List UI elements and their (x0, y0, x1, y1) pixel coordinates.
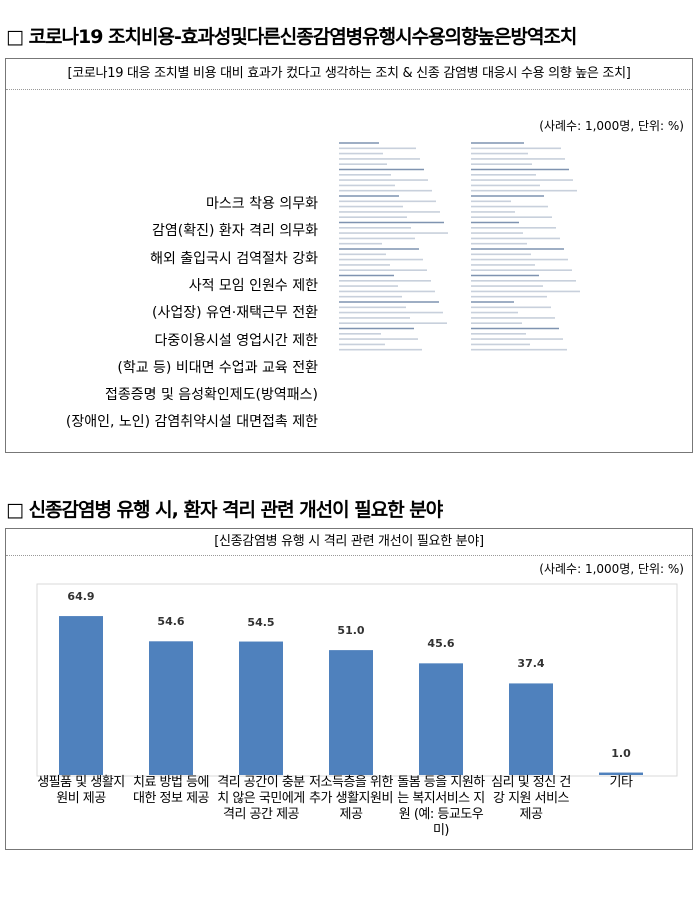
plot-area (36, 583, 678, 777)
value-label: 64.9 (67, 590, 95, 604)
box: [코로나19 대응 조치별 비용 대비 효과가 컸다고 생각하는 조치 & 신종… (5, 58, 693, 453)
illegible-chart (339, 142, 580, 351)
bar (149, 641, 193, 775)
item-label: 마스크 착용 의무화 (206, 196, 318, 212)
item-label: 해외 출입국시 검역절차 강화 (150, 250, 318, 267)
item-label: (사업장) 유연·재택근무 전환 (152, 305, 318, 322)
value-label: 51.0 (337, 624, 365, 638)
bar (509, 683, 553, 775)
value-label: 54.5 (247, 615, 275, 629)
bar (329, 650, 373, 775)
x-tick-label: 격리 공간이 충분치 않은 국민에게 격리 공간 제공 (217, 775, 305, 822)
x-tick-label: 저소득층을 위한 추가 생활지원비 제공 (309, 775, 393, 822)
unit-note: (사례수: 1,000명, 단위: %) (539, 562, 684, 576)
x-tick-label: 심리 및 정신 건강 지원 서비스 제공 (491, 775, 571, 822)
value-label: 1.0 (611, 746, 631, 760)
bar (239, 641, 283, 775)
x-tick-label: 기타 (609, 775, 633, 790)
item-label: 접종증명 및 음성확인제도(방역패스) (104, 387, 318, 404)
bar (599, 772, 643, 775)
x-tick-label: 생필품 및 생활지원비 제공 (37, 775, 125, 806)
section-heading: □ 신종감염병 유행 시, 환자 격리 관련 개선이 필요한 분야 (6, 499, 443, 521)
value-label: 37.4 (517, 657, 545, 671)
chart (36, 583, 678, 777)
item-label: (학교 등) 비대면 수업과 교육 전환 (117, 359, 318, 376)
item-label: (장애인, 노인) 감염취약시설 대면접촉 제한 (65, 414, 318, 431)
value-label: 54.6 (157, 615, 185, 629)
unit-note: (사례수: 1,000명, 단위: %) (539, 119, 684, 133)
item-label: 다중이용시설 영업시간 제한 (154, 332, 318, 349)
item-label: 사적 모임 인원수 제한 (188, 277, 318, 294)
box-title: [코로나19 대응 조치별 비용 대비 효과가 컸다고 생각하는 조치 & 신종… (6, 59, 692, 90)
bar (419, 663, 463, 775)
value-label: 45.6 (427, 637, 455, 651)
box: [신종감염병 유행 시 격리 관련 개선이 필요한 분야] (사례수: 1,00… (5, 528, 693, 850)
section-heading: □ 코로나19 조치비용-효과성및다른신종감염병유행시수용의향높은방역조치 (6, 26, 577, 48)
x-tick-label: 돌봄 등을 지원하는 복지서비스 지원 (예: 등교도우미) (397, 775, 485, 838)
bar (59, 616, 103, 775)
box-title: [신종감염병 유행 시 격리 관련 개선이 필요한 분야] (6, 529, 692, 556)
item-label: 감염(확진) 환자 격리 의무화 (152, 223, 318, 240)
x-tick-label: 치료 방법 등에 대한 정보 제공 (132, 775, 210, 806)
